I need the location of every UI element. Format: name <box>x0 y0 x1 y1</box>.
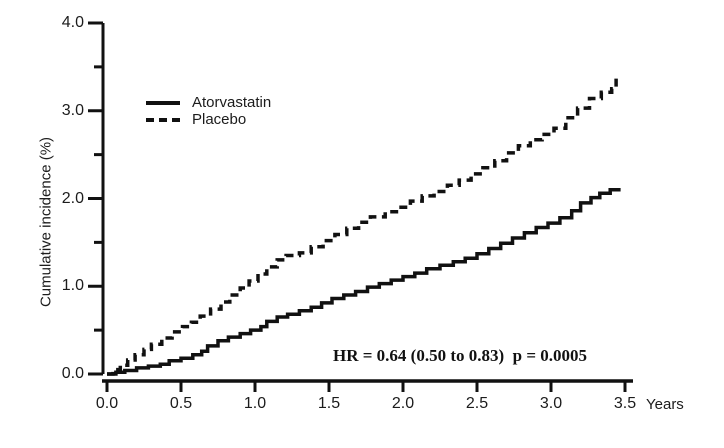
y-tick-label: 3.0 <box>61 101 84 119</box>
x-tick-label: 1.5 <box>317 395 341 412</box>
y-tick-label: 2.0 <box>61 189 84 207</box>
y-tick-label: 1.0 <box>61 277 84 295</box>
y-tick-label: 4.0 <box>61 14 84 31</box>
y-axis-title: Cumulative incidence (%) <box>37 136 55 308</box>
legend-item-atorvastatin: Atorvastatin <box>146 94 271 111</box>
x-tick-label: 3.0 <box>539 395 563 412</box>
legend-item-placebo: Placebo <box>146 111 271 128</box>
legend: Atorvastatin Placebo <box>146 94 271 128</box>
x-axis-unit-label: Years <box>646 396 684 413</box>
x-tick-label: 2.0 <box>391 395 415 412</box>
x-tick-label: 0.0 <box>95 395 119 412</box>
legend-label-atorvastatin: Atorvastatin <box>192 94 272 111</box>
x-tick-label: 3.5 <box>613 395 637 412</box>
solid-line-sample <box>146 100 180 105</box>
y-tick-label: 0.0 <box>61 365 84 382</box>
atorvastatin-curve <box>107 187 621 376</box>
dashed-line-sample <box>146 117 180 122</box>
x-tick-label: 2.5 <box>465 395 489 412</box>
x-tick-label: 0.5 <box>169 395 193 412</box>
x-tick-label: 1.0 <box>243 395 267 412</box>
legend-label-placebo: Placebo <box>192 111 247 128</box>
hazard-ratio-annotation: HR = 0.64 (0.50 to 0.83) p = 0.0005 <box>333 346 588 365</box>
placebo-curve <box>107 77 618 376</box>
